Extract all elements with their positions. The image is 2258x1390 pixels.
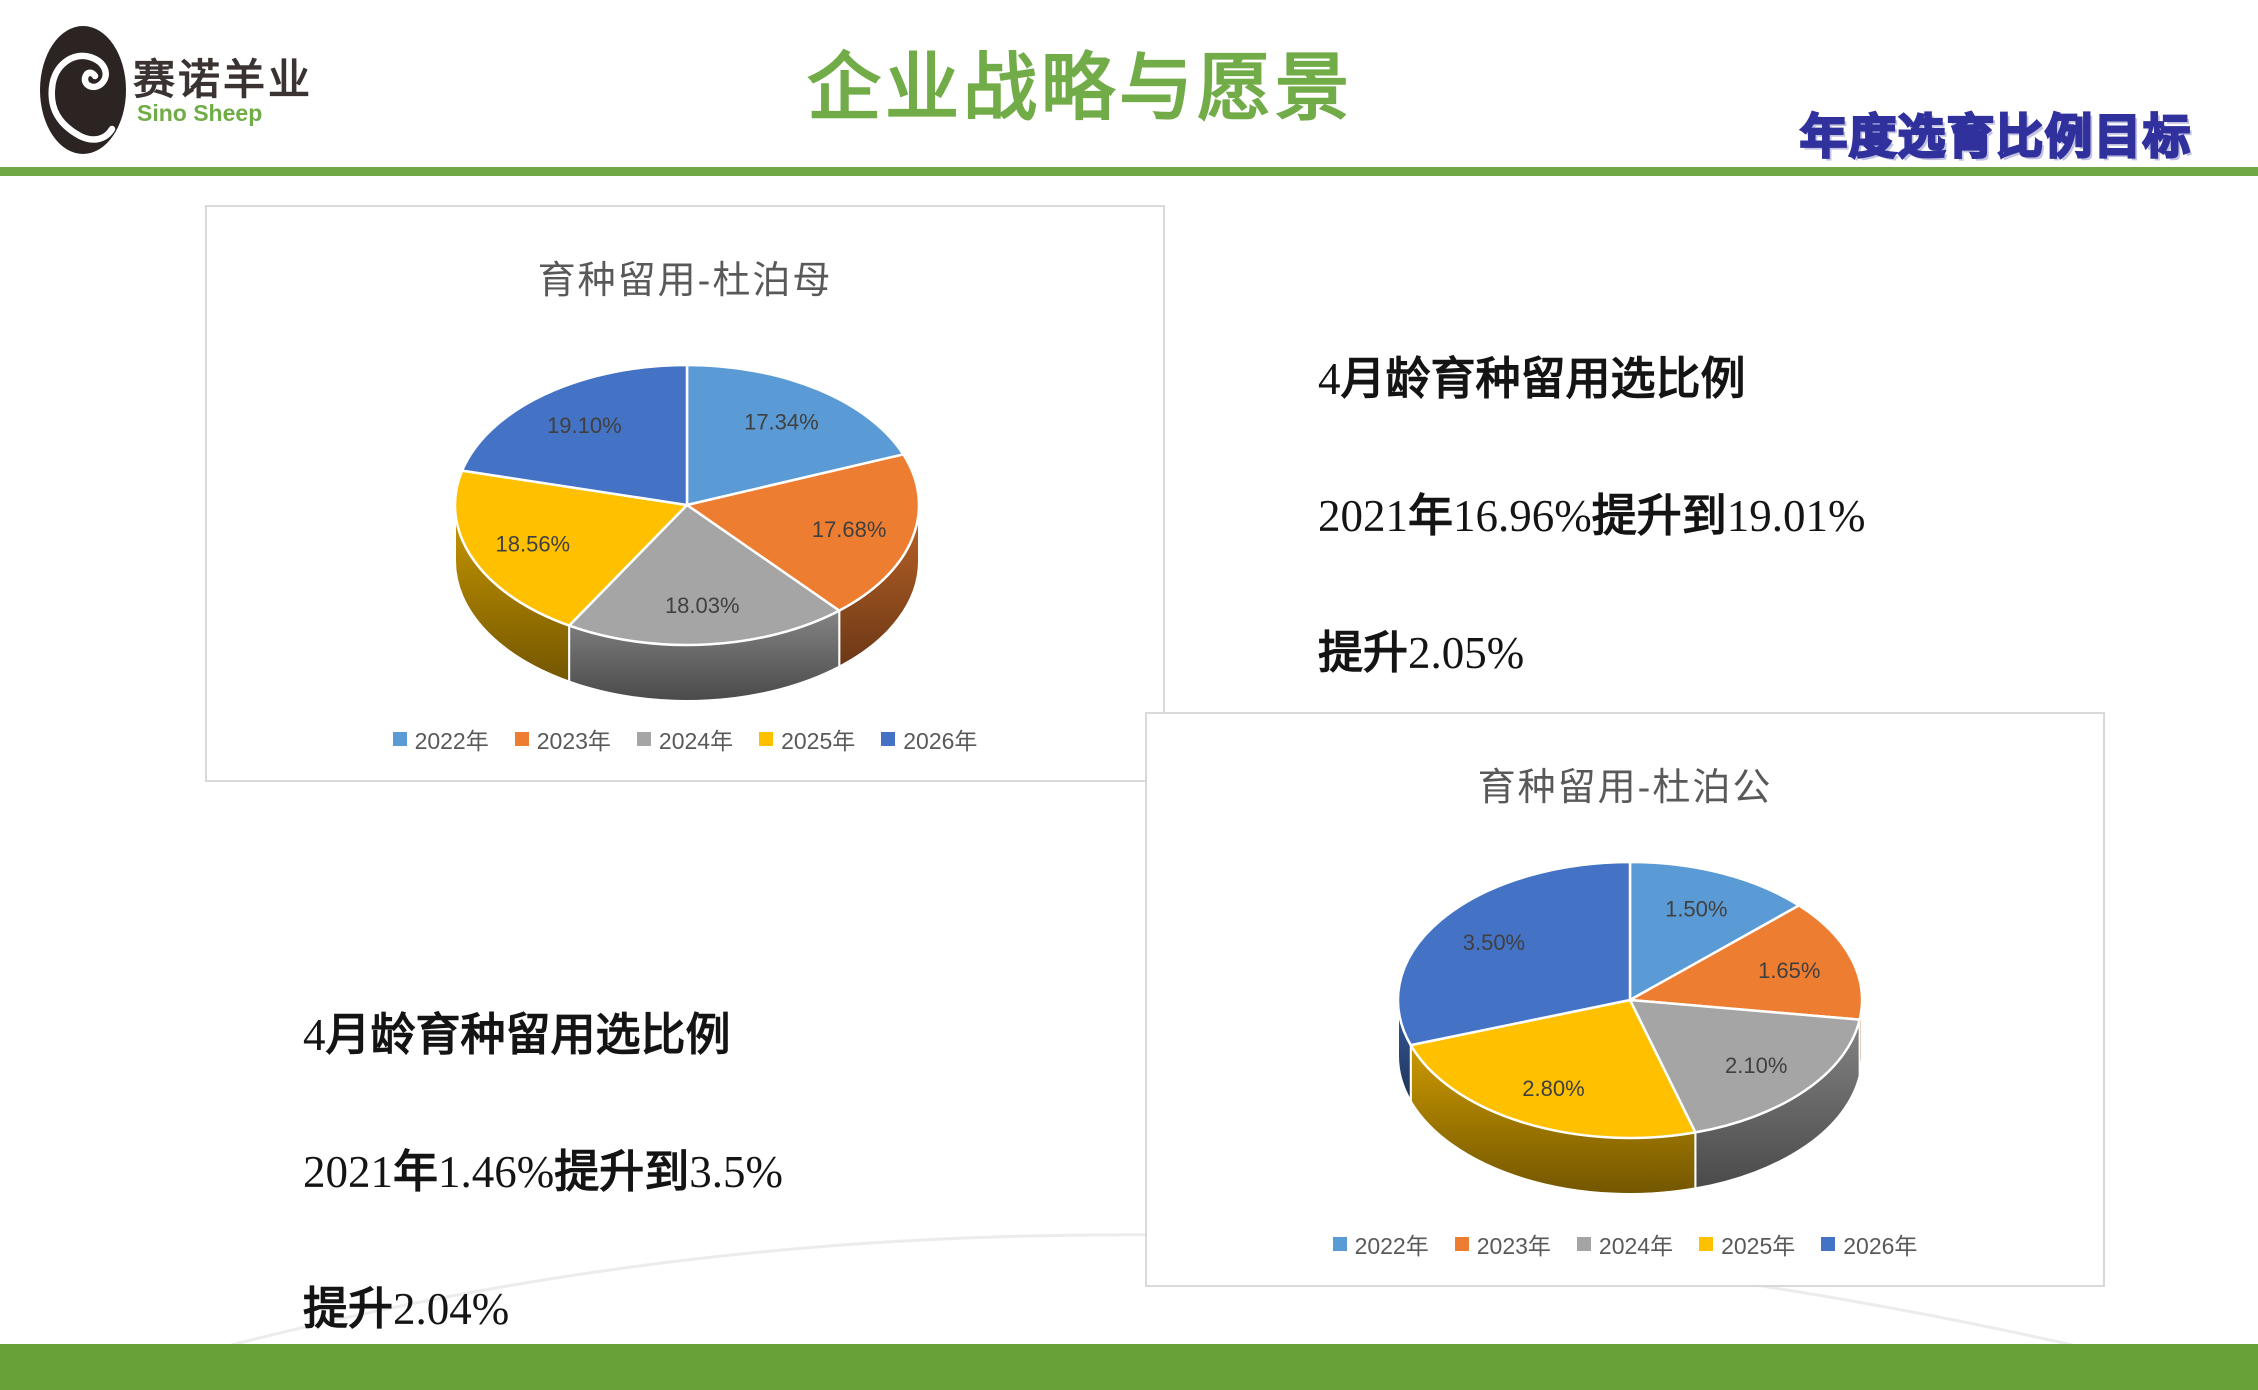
pie-data-label: 2.10% [1725,1053,1787,1078]
page-title: 企业战略与愿景 [807,46,1353,129]
legend-label: 2023年 [1476,1233,1551,1259]
legend-label: 2026年 [1843,1233,1918,1259]
note-ewe-ratio: 4月龄育种留用选比例 2021年16.96%提升到19.01% 提升2.05% [1318,342,1866,753]
pie-data-label: 1.65% [1758,958,1820,983]
pie-slice [685,453,921,612]
pie-data-label: 1.50% [1665,896,1727,921]
legend-item: 2026年 [1821,1227,1917,1261]
legend-swatch-icon [514,732,529,746]
pie-slice [685,363,905,507]
legend-item: 2025年 [1699,1227,1795,1261]
pie-chart-duper-ewe: 17.34% 17.68% 18.03% 18.56% 19.10% [453,363,921,702]
legend-item: 2022年 [1332,1227,1429,1261]
legend-label: 2023年 [536,728,611,754]
pie-slice [1409,998,1697,1140]
legend-item: 2024年 [1576,1227,1674,1261]
pie-data-label: 2.80% [1522,1076,1584,1101]
corner-wordart-label: 年度选育比例目标 [1799,109,2192,165]
legend-label: 2024年 [1598,1233,1674,1259]
pie-slice [460,363,689,507]
pie-slice [1628,860,1801,1002]
chart-card-duper-ewe: 育种留用-杜泊母 17.34% 17.68% 18.03% 18.56% 19.10% … [205,205,1165,782]
legend-swatch-icon [1332,1237,1347,1251]
legend-item: 2022年 [392,722,489,756]
legend-swatch-icon [1699,1237,1714,1251]
chart-title: 育种留用-杜泊公 [1477,767,1773,809]
pie-data-label: 17.34% [744,410,819,435]
chart-legend: 2022年 2023年 2024年 2025年 2026年 [207,722,1163,756]
pie-data-label: 3.50% [1463,930,1525,955]
header-divider [0,167,2258,176]
legend-item: 2023年 [514,722,611,756]
pie-data-label: 18.56% [496,531,571,556]
legend-label: 2024年 [658,728,734,754]
legend-item: 2026年 [881,722,977,756]
note-line: 提升2.05% [1318,628,1525,678]
logo-company-name-en: Sino Sheep [137,100,263,126]
chart-card-duper-ram: 育种留用-杜泊公 1.50% 1.65% 2.10% 2.80% 3.50% 2022年… [1145,712,2105,1287]
note-line: 4月龄育种留用选比例 [1318,354,1746,404]
legend-swatch-icon [1821,1237,1836,1251]
legend-swatch-icon [1454,1237,1469,1251]
note-line: 2021年16.96%提升到19.01% [1318,491,1866,541]
pie-data-label: 17.68% [812,517,887,542]
legend-label: 2025年 [1721,1233,1796,1259]
legend-label: 2022年 [1354,1233,1429,1259]
pie-data-label: 18.03% [665,593,740,618]
pie-chart-duper-ram: 1.50% 1.65% 2.10% 2.80% 3.50% [1396,860,1864,1195]
note-ram-ratio: 4月龄育种留用选比例 2021年1.46%提升到3.5% 提升2.04% [303,998,783,1390]
legend-label: 2025年 [781,728,856,754]
legend-swatch-icon [1576,1237,1591,1251]
legend-item: 2024年 [636,722,734,756]
legend-swatch-icon [392,732,407,746]
sheep-horn-logo-icon [40,26,126,154]
footer-bar [0,1344,2258,1390]
note-line: 4月龄育种留用选比例 [303,1010,731,1060]
legend-label: 2022年 [414,728,489,754]
logo-company-name: 赛诺羊业 [133,56,314,103]
pie-slice [1396,860,1632,1047]
legend-swatch-icon [759,732,774,746]
legend-item: 2023年 [1454,1227,1551,1261]
note-line: 2021年1.46%提升到3.5% [303,1147,784,1197]
pie-slice [1628,904,1864,1021]
legend-swatch-icon [636,732,651,746]
pie-slice [453,469,689,627]
legend-swatch-icon [881,732,896,746]
chart-title: 育种留用-杜泊母 [537,260,833,302]
legend-label: 2026年 [903,728,978,754]
note-line: 提升2.04% [303,1284,510,1334]
pie-slice [1628,998,1861,1134]
pie-data-label: 19.10% [547,413,622,438]
pie-slice [567,503,841,647]
chart-legend: 2022年 2023年 2024年 2025年 2026年 [1147,1227,2103,1261]
legend-item: 2025年 [759,722,855,756]
